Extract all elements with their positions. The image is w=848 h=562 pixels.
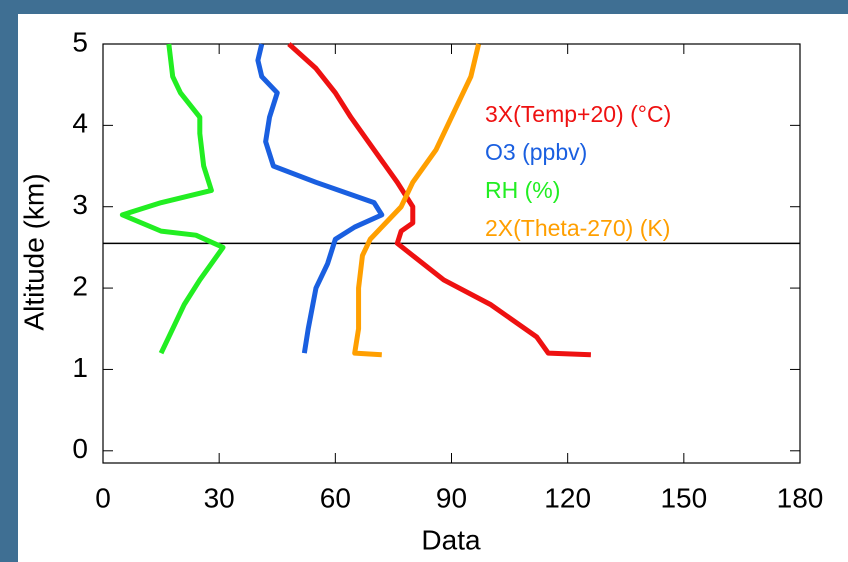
y-tick-label: 2	[72, 270, 88, 301]
y-axis-label: Altitude (km)	[18, 173, 49, 330]
x-tick-label: 150	[660, 482, 707, 513]
y-tick-label: 1	[72, 352, 88, 383]
y-tick-label: 5	[72, 26, 88, 57]
legend-entry: O3 (ppbv)	[485, 139, 587, 165]
y-tick-label: 0	[72, 433, 88, 464]
y-tick-label: 4	[72, 108, 88, 139]
profile-line	[119, 43, 226, 355]
panel	[18, 14, 848, 562]
x-tick-label: 0	[95, 482, 111, 513]
x-tick-label: 60	[320, 482, 351, 513]
y-tick-label: 3	[72, 189, 88, 220]
profile-line	[352, 43, 482, 358]
legend-entry: 2X(Theta-270) (K)	[485, 215, 670, 241]
x-tick-label: 120	[544, 482, 591, 513]
profile-line	[287, 42, 591, 358]
profile-line	[255, 43, 385, 354]
x-tick-label: 90	[436, 482, 467, 513]
legend-entry: RH (%)	[485, 177, 560, 203]
x-tick-label: 30	[204, 482, 235, 513]
x-tick-label: 180	[777, 482, 824, 513]
legend-entry: 3X(Temp+20) (°C)	[485, 101, 671, 127]
x-axis-label: Data	[421, 524, 481, 555]
